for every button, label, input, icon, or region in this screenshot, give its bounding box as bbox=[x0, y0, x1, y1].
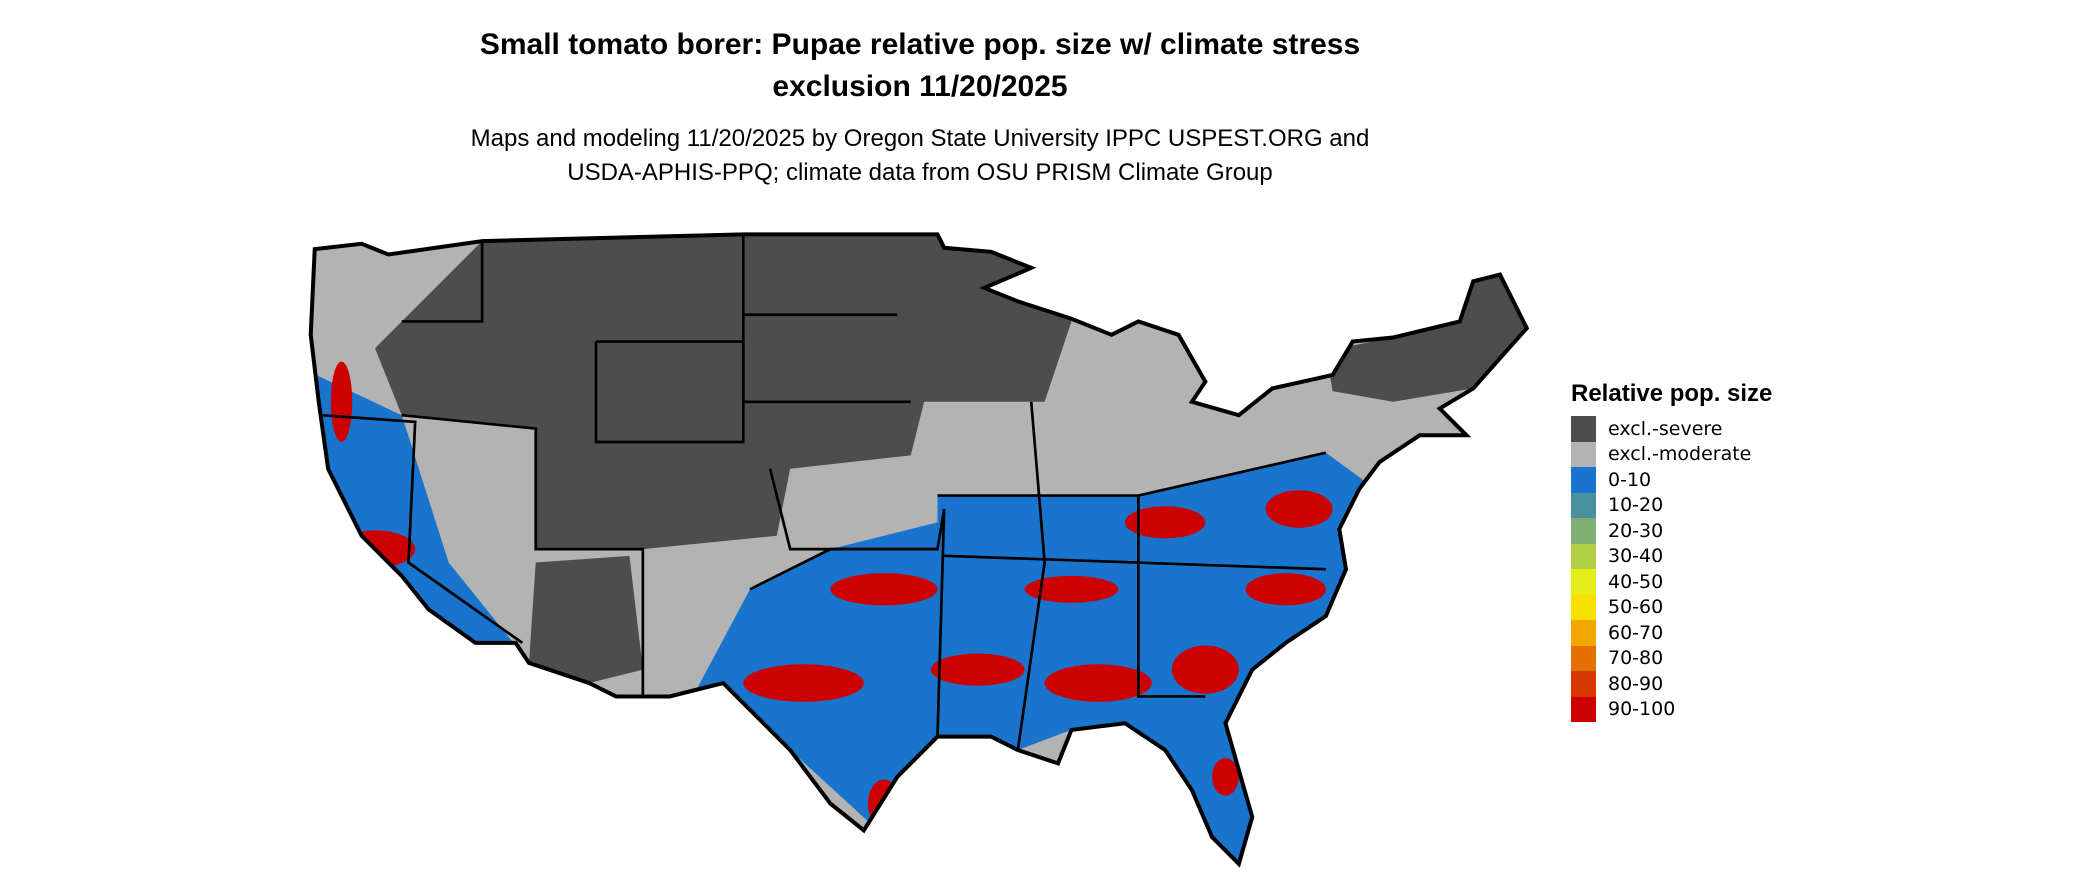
legend-item: 0-10 bbox=[1571, 467, 1772, 493]
legend-label: 60-70 bbox=[1608, 621, 1664, 644]
legend-item: 80-90 bbox=[1571, 671, 1772, 697]
legend-title: Relative pop. size bbox=[1571, 380, 1773, 407]
legend-item: 70-80 bbox=[1571, 645, 1772, 671]
legend-label: 70-80 bbox=[1608, 647, 1664, 670]
legend: Relative pop. size excl.-severe excl.-mod… bbox=[1571, 380, 1772, 722]
legend-swatch bbox=[1571, 620, 1596, 646]
severe-exclusion-north bbox=[375, 234, 1072, 550]
legend-item: excl.-moderate bbox=[1571, 441, 1772, 467]
legend-swatch bbox=[1571, 467, 1596, 493]
legend-swatch bbox=[1571, 594, 1596, 620]
legend-label: 50-60 bbox=[1608, 596, 1664, 619]
subtitle-line-2: USDA-APHIS-PPQ; climate data from OSU PR… bbox=[567, 159, 1273, 186]
legend-label: 80-90 bbox=[1608, 672, 1664, 695]
legend-swatch bbox=[1571, 492, 1596, 518]
legend-item: 10-20 bbox=[1571, 492, 1772, 518]
severe-exclusion-northeast bbox=[1325, 274, 1527, 402]
legend-swatch bbox=[1571, 569, 1596, 595]
legend-label: 30-40 bbox=[1608, 545, 1664, 568]
suitable-west-coast bbox=[316, 375, 516, 646]
legend-label: 40-50 bbox=[1608, 570, 1664, 593]
legend-item: 60-70 bbox=[1571, 620, 1772, 646]
legend-item: 20-30 bbox=[1571, 518, 1772, 544]
legend-label: 20-30 bbox=[1608, 519, 1664, 542]
legend-swatch bbox=[1571, 518, 1596, 544]
legend-swatch bbox=[1571, 441, 1596, 467]
severe-exclusion-southwest bbox=[529, 555, 643, 684]
legend-label: 10-20 bbox=[1608, 494, 1664, 517]
legend-swatch bbox=[1571, 416, 1596, 442]
legend-label: 0-10 bbox=[1608, 468, 1652, 491]
legend-swatch bbox=[1571, 543, 1596, 569]
map-subtitle: Maps and modeling 11/20/2025 by Oregon S… bbox=[0, 122, 1840, 190]
legend-item: 40-50 bbox=[1571, 569, 1772, 595]
legend-swatch bbox=[1571, 696, 1596, 722]
legend-label: excl.-moderate bbox=[1608, 443, 1752, 466]
map-title: Small tomato borer: Pupae relative pop. … bbox=[0, 24, 1840, 108]
high-population-areas bbox=[330, 361, 1333, 828]
legend-item: excl.-severe bbox=[1571, 416, 1772, 442]
legend-item: 90-100 bbox=[1571, 696, 1772, 722]
legend-label: 90-100 bbox=[1608, 698, 1676, 721]
legend-swatch bbox=[1571, 671, 1596, 697]
legend-swatch bbox=[1571, 645, 1596, 671]
state-borders bbox=[321, 234, 1327, 751]
title-line-2: exclusion 11/20/2025 bbox=[772, 70, 1068, 103]
title-line-1: Small tomato borer: Pupae relative pop. … bbox=[479, 28, 1361, 61]
legend-item: 30-40 bbox=[1571, 543, 1772, 569]
legend-label: excl.-severe bbox=[1608, 417, 1723, 440]
legend-item: 50-60 bbox=[1571, 594, 1772, 620]
subtitle-line-1: Maps and modeling 11/20/2025 by Oregon S… bbox=[470, 125, 1370, 152]
